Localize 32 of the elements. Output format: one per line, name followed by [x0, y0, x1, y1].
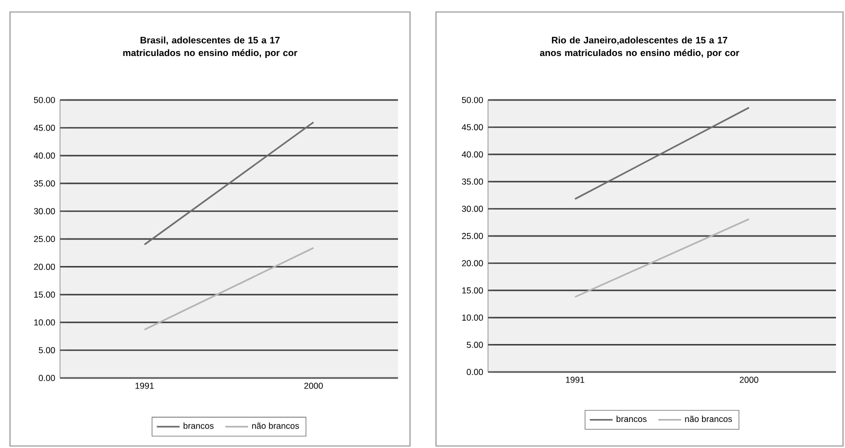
- x-tick-label: 1991: [566, 376, 584, 383]
- y-tick-label: 50.00: [34, 96, 55, 104]
- legend-label: brancos: [184, 422, 214, 429]
- y-tick-label: 40.00: [462, 151, 483, 158]
- y-tick-label: 25.00: [34, 236, 55, 242]
- y-tick-label: 20.00: [34, 264, 55, 270]
- legend-label: brancos: [616, 416, 647, 422]
- y-tick-label: 40.00: [34, 152, 55, 159]
- legend-label: não brancos: [685, 416, 732, 422]
- y-tick-label: 10.00: [462, 314, 483, 321]
- y-tick-label: 20.00: [462, 260, 483, 266]
- legend-label: não brancos: [252, 422, 299, 429]
- y-tick-label: 15.00: [462, 287, 483, 294]
- y-tick-label: 35.00: [462, 178, 483, 185]
- y-tick-label: 45.00: [34, 124, 55, 131]
- y-tick-label: 15.00: [34, 292, 55, 298]
- y-tick-label: 45.00: [462, 124, 483, 130]
- y-tick-label: 0.00: [38, 374, 55, 382]
- x-tick-label: 2000: [740, 376, 758, 383]
- chart-title: Brasil, adolescentes de 15 a 17 matriculados no ensino médio, por cor: [123, 36, 298, 58]
- y-tick-label: 30.00: [462, 206, 483, 212]
- chart-title: Rio de Janeiro,adolescentes de 15 a 17 anos matriculados no ensino médio, por cor: [540, 36, 740, 58]
- y-tick-label: 25.00: [462, 232, 483, 240]
- y-tick-label: 30.00: [34, 208, 55, 214]
- x-tick-label: 2000: [304, 382, 323, 389]
- y-tick-label: 50.00: [462, 96, 483, 104]
- y-tick-label: 10.00: [34, 319, 55, 326]
- y-tick-label: 5.00: [466, 342, 483, 348]
- y-tick-label: 35.00: [34, 180, 55, 186]
- x-tick-label: 1991: [136, 382, 154, 389]
- y-tick-label: 0.00: [466, 368, 483, 376]
- y-tick-label: 5.00: [38, 347, 55, 354]
